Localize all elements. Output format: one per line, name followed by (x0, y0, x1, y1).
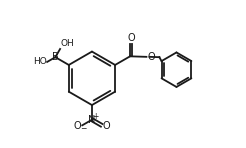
Text: −: − (80, 124, 86, 133)
Text: O: O (147, 52, 155, 62)
Text: +: + (92, 112, 99, 121)
Text: HO: HO (33, 57, 46, 66)
Text: OH: OH (61, 39, 75, 48)
Text: O: O (102, 121, 110, 131)
Text: O: O (127, 33, 135, 43)
Text: O: O (74, 121, 82, 131)
Text: B: B (52, 52, 59, 62)
Text: N: N (88, 115, 96, 125)
